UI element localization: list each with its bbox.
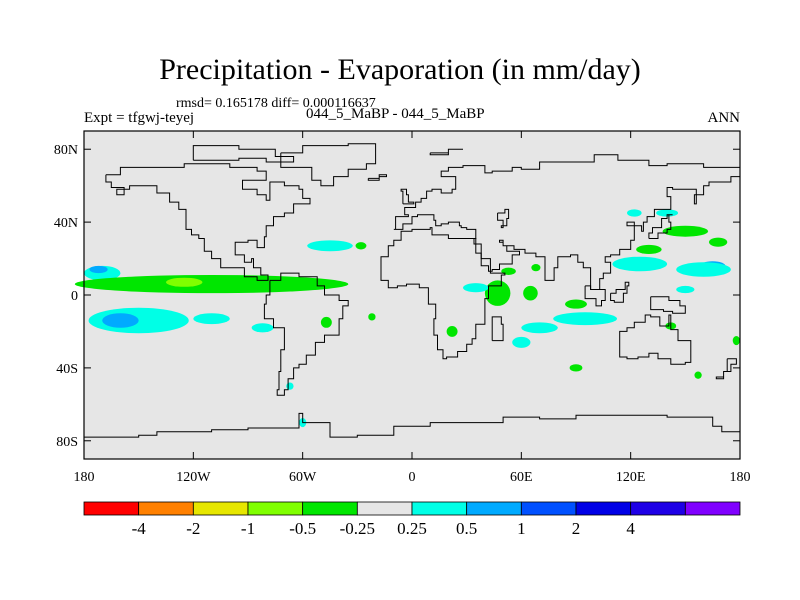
case-label: 044_5_MaBP - 044_5_MaBP [306, 106, 485, 122]
colorbar-label: -2 [186, 519, 200, 538]
coastline-greenland [280, 143, 377, 187]
coastlines [84, 143, 741, 438]
anomaly-33 [676, 285, 695, 294]
anomaly-15 [523, 285, 538, 301]
anomaly-16 [463, 283, 489, 293]
anomaly-24 [569, 364, 583, 372]
anomaly-7 [251, 323, 274, 333]
anomaly-2 [74, 274, 349, 294]
lon-tick-label: 120E [616, 470, 646, 485]
map-background [84, 131, 740, 459]
anomaly-12 [286, 382, 294, 390]
lat-tick-label: 0 [71, 289, 78, 304]
colorbar-label: 1 [517, 519, 526, 538]
lon-tick-label: 60E [510, 470, 533, 485]
coastline-africa [380, 227, 506, 360]
anomaly-32 [636, 244, 662, 254]
colorbar-label: 0.25 [397, 519, 427, 538]
colorbar-swatch [684, 501, 741, 516]
coastline-north-america [105, 163, 311, 281]
lat-tick-label: 80S [56, 435, 78, 450]
anomaly-1 [89, 265, 108, 274]
colorbar-swatch [138, 501, 194, 516]
anomaly-22 [553, 312, 617, 326]
colorbar-label: 0.5 [456, 519, 477, 538]
coastline-arctic-islands [192, 145, 295, 163]
colorbar-swatch [192, 501, 249, 516]
colorbar-label: -0.5 [289, 519, 316, 538]
anomaly-28 [662, 225, 709, 237]
lat-tick-label: 40N [54, 216, 78, 231]
coastline-svalbard-area [429, 148, 463, 156]
coastline-borneo [610, 281, 630, 303]
anomaly-21 [521, 322, 558, 334]
lat-tick-label: 80N [54, 143, 78, 158]
colorbar-label: -0.25 [340, 519, 375, 538]
anomaly-17 [446, 325, 458, 337]
anomaly-11 [368, 313, 376, 321]
period-label: ANN [707, 110, 741, 126]
lon-tick-label: 60W [289, 470, 317, 485]
anomaly-30 [627, 209, 642, 217]
coastline-new-zealand [715, 358, 737, 380]
coastline-new-guinea [650, 296, 686, 314]
anomaly-6 [193, 313, 230, 325]
coastline-caspian [497, 208, 510, 229]
colorbar-swatch [83, 501, 140, 516]
map-plot-area [74, 130, 741, 460]
anomaly-8 [307, 240, 353, 252]
anomaly-27 [676, 262, 731, 277]
colorbar-label: 2 [572, 519, 581, 538]
colorbar-label: 4 [626, 519, 635, 538]
anomaly-3 [166, 277, 203, 287]
anomaly-23 [565, 299, 587, 309]
lat-tick-label: 40S [56, 362, 78, 377]
anomaly-10 [320, 316, 332, 328]
anomaly-35 [732, 336, 740, 346]
coastline-japan [648, 214, 673, 239]
anomaly-19 [531, 264, 541, 272]
latitude-axis: 80N 40N 0 40S 80S [54, 143, 740, 450]
anomaly-25 [612, 256, 668, 272]
experiment-label: Expt = tfgwj-teyej [84, 110, 195, 126]
coastline-madagascar [491, 316, 504, 342]
longitude-axis: 180 120W 60W 0 60E 120E 180 [74, 131, 751, 485]
coastline-uk [400, 188, 415, 205]
coastline-antarctica [84, 412, 741, 438]
anomaly-36 [694, 371, 702, 379]
colorbar-swatch [247, 501, 304, 516]
coastline-iceland [367, 174, 387, 181]
colorbar-swatch [466, 501, 522, 516]
coastline-south-america [263, 272, 349, 396]
lon-tick-label: 180 [74, 470, 95, 485]
anomaly-29 [709, 237, 728, 247]
plot-title: Precipitation - Evaporation (in mm/day) [159, 53, 641, 86]
anomaly-18 [501, 267, 516, 275]
colorbar-swatch [302, 501, 358, 516]
anomaly-14 [484, 280, 511, 306]
lon-tick-label: 120W [176, 470, 211, 485]
coastline-eurasia [393, 154, 741, 290]
anomaly-9 [355, 242, 367, 250]
anomaly-20 [512, 336, 531, 348]
coastline-australia [619, 314, 692, 365]
colorbar-swatch [411, 501, 468, 516]
colorbar-swatch [630, 501, 686, 516]
colorbar-label: -1 [241, 519, 255, 538]
colorbar-swatch [575, 501, 632, 516]
lon-tick-label: 180 [730, 470, 751, 485]
stats-text: rmsd= 0.165178 diff= 0.000116637 [176, 96, 376, 111]
colorbar-label: -4 [132, 519, 147, 538]
anomaly-shading [74, 209, 740, 428]
colorbar-swatch [520, 501, 577, 516]
coastline-sumatra [584, 285, 606, 307]
lon-tick-label: 0 [409, 470, 416, 485]
colorbar: -4 -2 -1 -0.5 -0.25 0.25 0.5 1 2 4 [83, 501, 741, 538]
colorbar-swatch [356, 501, 413, 516]
anomaly-5 [102, 313, 139, 328]
